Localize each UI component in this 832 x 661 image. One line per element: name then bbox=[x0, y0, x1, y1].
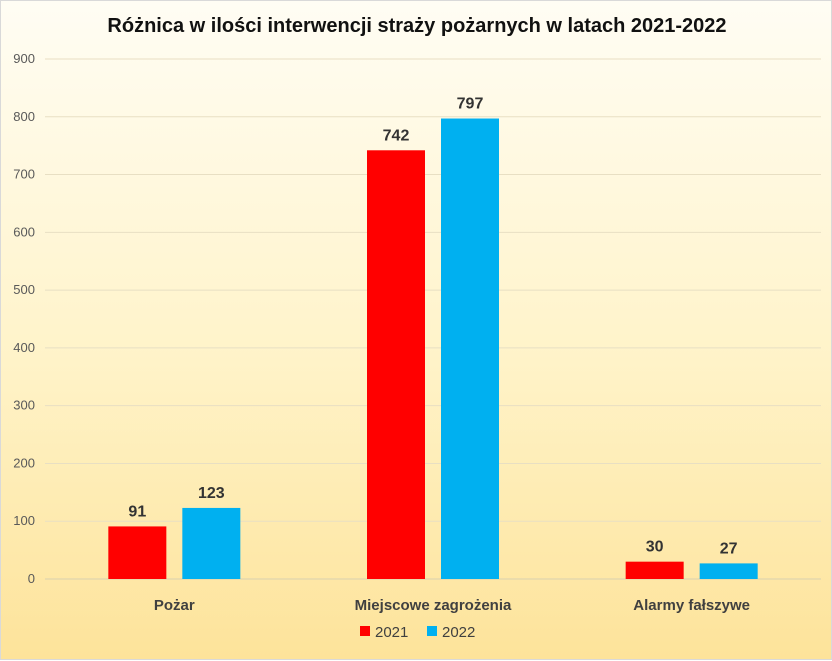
data-label-2021-1: 91 bbox=[128, 503, 146, 520]
legend-label-2021: 2021 bbox=[375, 624, 408, 641]
bar-2021-3 bbox=[625, 561, 684, 579]
y-tick-label-600: 600 bbox=[13, 224, 35, 239]
y-tick-label-300: 300 bbox=[13, 398, 35, 413]
y-tick-label-200: 200 bbox=[13, 455, 35, 470]
data-label-2021-2: 742 bbox=[383, 127, 410, 144]
bar-2021-2 bbox=[367, 150, 425, 580]
legend-swatch-2022 bbox=[427, 626, 437, 636]
bar-2022-2 bbox=[441, 118, 499, 579]
data-label-2021-3: 30 bbox=[646, 539, 664, 556]
y-tick-label-400: 400 bbox=[13, 340, 35, 355]
bar-2022-3 bbox=[699, 563, 758, 579]
data-label-2022-2: 797 bbox=[457, 96, 484, 113]
data-label-2022-1: 123 bbox=[198, 485, 225, 502]
legend-swatch-2021 bbox=[360, 626, 370, 636]
chart-title: Różnica w ilości interwencji straży poża… bbox=[107, 15, 727, 37]
y-tick-label-700: 700 bbox=[13, 167, 35, 182]
y-tick-label-100: 100 bbox=[13, 513, 35, 528]
x-category-label-3: Alarmy fałszywe bbox=[633, 597, 750, 614]
x-category-label-2: Miejscowe zagrożenia bbox=[355, 597, 512, 614]
y-tick-label-0: 0 bbox=[28, 571, 35, 586]
bar-2022-1 bbox=[182, 507, 241, 579]
y-tick-label-900: 900 bbox=[13, 51, 35, 66]
x-category-label-1: Pożar bbox=[154, 597, 195, 614]
bar-2021-1 bbox=[108, 526, 167, 579]
data-label-2022-3: 27 bbox=[720, 540, 738, 557]
y-tick-label-800: 800 bbox=[13, 109, 35, 124]
legend-label-2022: 2022 bbox=[442, 624, 475, 641]
y-tick-label-500: 500 bbox=[13, 282, 35, 297]
